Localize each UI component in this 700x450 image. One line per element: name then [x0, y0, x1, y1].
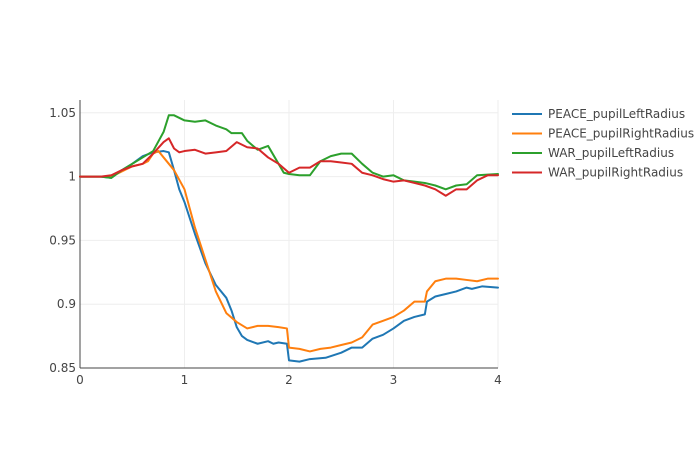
series-line-PEACE_pupilLeftRadius[interactable] [79, 150, 499, 363]
legend-label: WAR_pupilRightRadius [548, 166, 683, 180]
legend-label: PEACE_pupilRightRadius [548, 127, 694, 141]
y-tick-label: 0.9 [57, 297, 76, 311]
series-line-WAR_pupilLeftRadius[interactable] [79, 114, 499, 191]
y-tick-label: 0.85 [49, 361, 76, 375]
legend-item[interactable]: WAR_pupilLeftRadius [512, 146, 674, 160]
legend[interactable]: PEACE_pupilLeftRadius PEACE_pupilRightRad… [512, 107, 694, 180]
x-tick-label: 3 [390, 373, 398, 387]
x-tick-label: 1 [181, 373, 189, 387]
axes [79, 100, 498, 369]
x-tick-label: 0 [76, 373, 84, 387]
y-tick-label: 1.05 [49, 106, 76, 120]
legend-item[interactable]: WAR_pupilRightRadius [512, 166, 683, 180]
y-tick-label: 0.95 [49, 233, 76, 247]
y-tick-label: 1 [68, 170, 76, 184]
plot-area[interactable] [79, 114, 499, 363]
tick-labels: 0.85 0.9 0.95 1 1.05 0 1 2 3 4 [49, 106, 502, 387]
series-line-WAR_pupilRightRadius[interactable] [79, 137, 499, 197]
legend-item[interactable]: PEACE_pupilRightRadius [512, 127, 694, 141]
legend-label: PEACE_pupilLeftRadius [548, 107, 685, 121]
legend-label: WAR_pupilLeftRadius [548, 146, 674, 160]
grid [80, 100, 499, 369]
x-tick-label: 4 [494, 373, 502, 387]
x-tick-label: 2 [285, 373, 293, 387]
legend-item[interactable]: PEACE_pupilLeftRadius [512, 107, 685, 121]
